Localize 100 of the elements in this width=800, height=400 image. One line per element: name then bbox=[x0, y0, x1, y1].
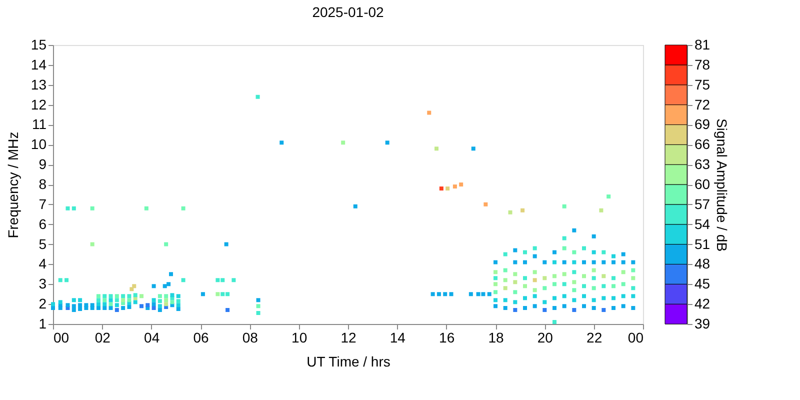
y-tick-label: 5 bbox=[38, 236, 47, 252]
point bbox=[256, 298, 260, 302]
point bbox=[216, 292, 220, 296]
color-bar-label: 42 bbox=[694, 296, 710, 312]
point bbox=[256, 311, 260, 316]
point bbox=[459, 182, 464, 186]
x-axis-title: UT Time / hrs bbox=[306, 354, 390, 370]
point bbox=[232, 278, 236, 282]
chart-title: 2025-01-02 bbox=[312, 4, 384, 20]
x-tick-label: 22 bbox=[586, 330, 602, 346]
x-tick-label: 06 bbox=[193, 330, 209, 346]
color-bar-label: 51 bbox=[694, 236, 710, 252]
y-tick-label: 9 bbox=[38, 156, 47, 172]
color-bar-label: 39 bbox=[694, 316, 710, 332]
x-tick-label: 04 bbox=[144, 330, 160, 346]
x-tick-label: 00 bbox=[54, 330, 70, 346]
point bbox=[162, 284, 167, 288]
y-tick-label: 11 bbox=[32, 116, 47, 132]
color-bar-label: 54 bbox=[694, 216, 710, 232]
point bbox=[132, 284, 136, 288]
point bbox=[226, 308, 230, 312]
point bbox=[72, 206, 76, 210]
point bbox=[427, 110, 432, 115]
point bbox=[280, 140, 284, 145]
point bbox=[562, 204, 566, 208]
x-tick-label: 02 bbox=[94, 330, 111, 346]
x-tick-label: 14 bbox=[390, 330, 406, 346]
y-tick-label: 8 bbox=[38, 176, 47, 192]
x-tick-label: 20 bbox=[537, 330, 554, 346]
color-bar-label: 72 bbox=[694, 96, 710, 112]
point bbox=[90, 242, 94, 246]
point bbox=[66, 206, 70, 210]
point bbox=[220, 292, 225, 296]
y-tick-label: 12 bbox=[30, 96, 47, 112]
point bbox=[144, 206, 148, 210]
y-tick-label: 1 bbox=[38, 316, 47, 332]
color-bar-title: Signal Amplitude / dB bbox=[714, 118, 730, 252]
point bbox=[169, 272, 173, 276]
color-bar-label: 63 bbox=[694, 156, 710, 172]
color-bar-label: 48 bbox=[694, 256, 710, 272]
point bbox=[508, 210, 512, 214]
point bbox=[256, 304, 260, 308]
point bbox=[434, 146, 438, 151]
point bbox=[487, 292, 492, 296]
point bbox=[90, 206, 94, 210]
point bbox=[224, 242, 228, 246]
point bbox=[220, 278, 225, 282]
x-tick-label: 08 bbox=[242, 330, 258, 346]
point bbox=[256, 94, 260, 99]
point bbox=[606, 194, 611, 198]
color-bar-label: 66 bbox=[694, 136, 710, 152]
point bbox=[452, 184, 457, 188]
point bbox=[599, 208, 604, 212]
point bbox=[436, 292, 441, 296]
color-bar-label: 75 bbox=[694, 76, 710, 92]
point bbox=[226, 292, 230, 296]
point bbox=[353, 204, 358, 208]
point bbox=[181, 278, 186, 282]
x-tick-label: 10 bbox=[292, 330, 308, 346]
y-tick-label: 2 bbox=[38, 296, 47, 312]
color-bar-label: 60 bbox=[694, 176, 710, 192]
point bbox=[200, 292, 205, 296]
point bbox=[520, 208, 525, 212]
color-bar-label: 81 bbox=[694, 36, 710, 52]
x-tick-label: 00 bbox=[628, 330, 644, 346]
point bbox=[476, 292, 480, 296]
point bbox=[341, 140, 346, 145]
color-bar-label: 57 bbox=[694, 196, 710, 212]
point bbox=[64, 278, 69, 282]
y-tick-label: 7 bbox=[38, 196, 47, 212]
point bbox=[481, 292, 486, 296]
x-tick-label: 16 bbox=[439, 330, 455, 346]
point bbox=[449, 292, 454, 296]
point bbox=[166, 282, 171, 286]
point bbox=[152, 284, 156, 288]
point bbox=[385, 140, 390, 145]
point bbox=[468, 292, 473, 296]
point bbox=[430, 292, 435, 296]
point bbox=[484, 202, 488, 206]
point bbox=[130, 287, 134, 292]
point bbox=[443, 292, 448, 296]
y-tick-label: 4 bbox=[38, 256, 47, 272]
color-bar-label: 45 bbox=[694, 276, 710, 292]
y-tick-label: 10 bbox=[30, 136, 47, 152]
point bbox=[471, 146, 476, 151]
point bbox=[181, 206, 186, 210]
point bbox=[216, 278, 220, 282]
y-tick-label: 3 bbox=[38, 276, 47, 292]
y-axis-title: Frequency / MHz bbox=[4, 132, 21, 238]
x-tick-label: 18 bbox=[488, 330, 504, 346]
point bbox=[439, 186, 444, 190]
y-tick-label: 14 bbox=[30, 56, 47, 72]
point bbox=[58, 278, 62, 282]
y-tick-label: 15 bbox=[30, 36, 47, 52]
color-bar-label: 78 bbox=[694, 56, 710, 72]
point bbox=[164, 242, 168, 246]
y-tick-label: 6 bbox=[38, 216, 47, 232]
point bbox=[446, 186, 450, 190]
y-tick-label: 13 bbox=[30, 76, 47, 92]
color-bar-label: 69 bbox=[694, 116, 710, 132]
